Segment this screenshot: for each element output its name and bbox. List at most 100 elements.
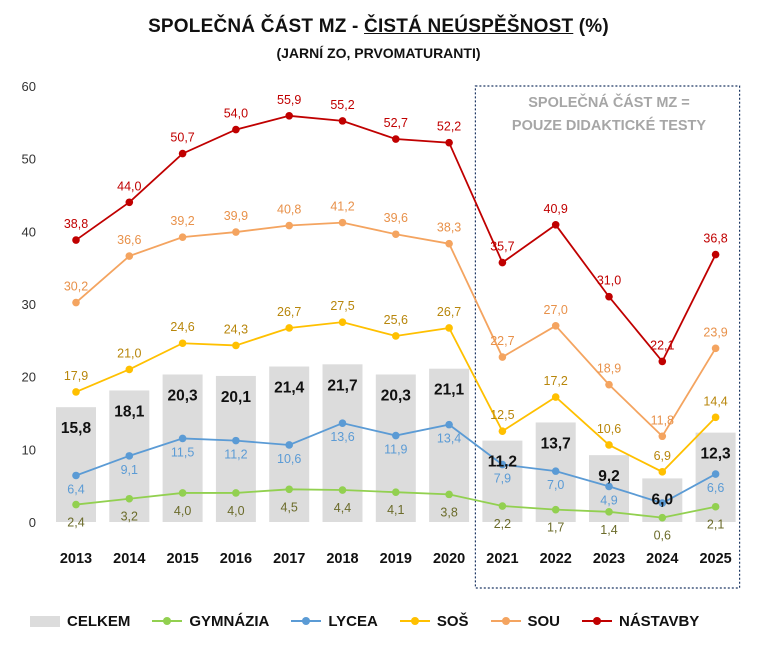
point-nastavby — [711, 250, 720, 259]
point-sou — [445, 239, 453, 248]
y-tick-label: 20 — [22, 370, 36, 385]
point-gymnazia — [392, 488, 400, 497]
data-label-lycea: 11,9 — [384, 443, 407, 457]
point-sou — [658, 432, 667, 441]
data-label-sos: 14,4 — [703, 394, 727, 408]
data-label-lycea: 4,9 — [600, 493, 617, 507]
data-label-lycea: 13,4 — [437, 432, 461, 446]
point-gymnazia — [605, 508, 613, 516]
data-label-sou: 36,6 — [117, 233, 141, 247]
data-label-sos: 24,6 — [170, 320, 194, 334]
point-sou — [392, 230, 400, 239]
y-tick-label: 0 — [29, 515, 36, 530]
point-lycea — [125, 452, 134, 460]
legend-swatch — [152, 617, 183, 625]
point-nastavby — [72, 236, 80, 244]
data-label-sou: 40,8 — [277, 203, 301, 217]
point-sou — [711, 344, 720, 353]
point-sos — [605, 441, 613, 449]
point-nastavby — [605, 292, 613, 301]
point-sos — [338, 318, 347, 326]
point-lycea — [658, 499, 667, 507]
data-label-lycea: 11,2 — [224, 448, 247, 462]
data-label-lycea: 7,0 — [547, 478, 564, 492]
point-lycea — [445, 420, 453, 429]
data-label-sos: 10,6 — [597, 422, 621, 436]
data-label-sou: 39,6 — [384, 211, 408, 225]
legend-swatch — [291, 617, 322, 625]
annotation-line-1: SPOLEČNÁ ČÁST MZ = — [528, 93, 690, 111]
point-gymnazia — [72, 500, 80, 509]
legend-item-nastavby: NÁSTAVBY — [582, 613, 699, 630]
x-tick-label: 2023 — [593, 551, 625, 567]
data-label-sos: 12,5 — [490, 408, 514, 422]
data-label-gymnazia: 4,1 — [387, 503, 404, 517]
legend-swatch — [30, 615, 60, 627]
bar-label-celkem: 6,0 — [652, 491, 674, 508]
bar-label-celkem: 9,2 — [598, 468, 620, 485]
data-label-nastavby: 50,7 — [170, 131, 194, 145]
bar-label-celkem: 21,4 — [274, 379, 305, 396]
x-tick-label: 2024 — [646, 551, 678, 567]
data-label-nastavby: 44,0 — [117, 179, 141, 193]
point-nastavby — [125, 198, 134, 207]
point-sou — [338, 218, 347, 227]
point-nastavby — [232, 125, 240, 134]
data-label-nastavby: 40,9 — [544, 202, 568, 216]
point-nastavby — [392, 135, 400, 143]
point-lycea — [178, 434, 187, 443]
x-tick-label: 2018 — [326, 551, 358, 567]
bar-celkem — [322, 364, 363, 522]
point-gymnazia — [125, 494, 134, 503]
legend-item-sou: SOU — [490, 612, 561, 630]
data-label-sou: 27,0 — [544, 303, 568, 317]
data-label-nastavby: 38,8 — [64, 217, 88, 231]
bar-label-celkem: 21,7 — [327, 377, 357, 394]
legend-label: SOU — [527, 612, 561, 630]
data-label-gymnazia: 0,6 — [654, 529, 671, 543]
legend-item-lycea: LYCEA — [291, 613, 378, 630]
bar-label-celkem: 20,3 — [381, 387, 412, 404]
x-tick-label: 2019 — [380, 551, 412, 567]
data-label-nastavby: 35,7 — [490, 240, 514, 254]
legend-item-sos: SOŠ — [399, 613, 469, 630]
data-label-sou: 23,9 — [703, 325, 727, 339]
data-label-sos: 6,9 — [654, 449, 671, 463]
data-label-nastavby: 52,2 — [437, 120, 461, 134]
point-sos — [178, 339, 187, 348]
data-label-sos: 17,2 — [544, 374, 568, 388]
point-nastavby — [551, 220, 560, 229]
point-sou — [178, 233, 187, 241]
x-tick-label: 2016 — [220, 551, 252, 567]
bar-celkem — [375, 374, 416, 522]
legend-item-celkem: CELKEM — [30, 613, 130, 630]
point-nastavby — [285, 111, 294, 120]
data-label-lycea: 13,6 — [330, 430, 354, 444]
data-label-nastavby: 22,1 — [650, 338, 674, 352]
bar-label-celkem: 20,1 — [221, 389, 252, 406]
point-sos — [125, 365, 134, 374]
data-label-nastavby: 52,7 — [384, 116, 408, 130]
legend-label: NÁSTAVBY — [619, 612, 700, 630]
point-lycea — [72, 471, 80, 480]
point-sos — [232, 341, 240, 350]
legend: CELKEM GYMNÁZIA LYCEA SOŠ SOU NÁSTAVBY — [30, 606, 721, 636]
data-label-gymnazia: 1,4 — [600, 523, 617, 537]
point-gymnazia — [178, 489, 187, 497]
point-sos — [658, 468, 667, 476]
data-label-sos: 24,3 — [224, 322, 248, 336]
point-nastavby — [445, 138, 453, 147]
point-sos — [445, 324, 453, 332]
legend-swatch — [399, 617, 430, 625]
point-sos — [498, 427, 507, 435]
chart-plot: SPOLEČNÁ ČÁST MZ = POUZE DIDAKTICKÉ TESTY… — [22, 79, 741, 589]
point-gymnazia — [445, 490, 453, 499]
y-tick-label: 40 — [22, 224, 36, 239]
legend-swatch — [582, 617, 613, 625]
data-label-sou: 11,8 — [651, 413, 674, 427]
point-gymnazia — [338, 486, 347, 494]
data-label-gymnazia: 4,5 — [281, 500, 298, 514]
point-sou — [72, 298, 80, 307]
chart-title: SPOLEČNÁ ČÁST MZ - ČISTÁ NEÚSPĚŠNOST (%) — [148, 16, 609, 37]
point-sou — [605, 380, 613, 389]
